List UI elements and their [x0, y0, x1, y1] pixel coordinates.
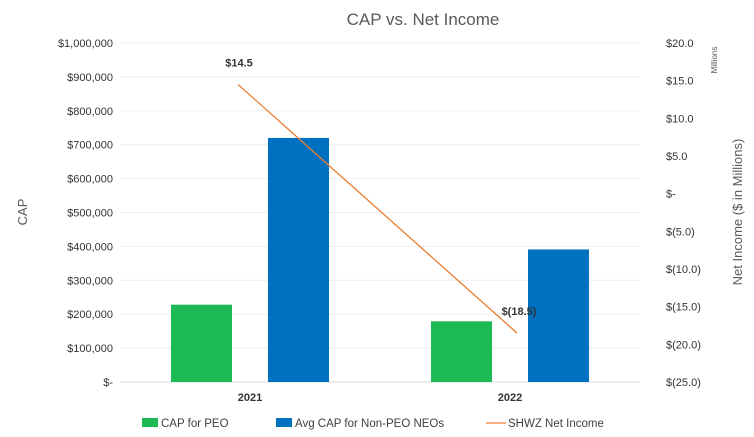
- legend-label: Avg CAP for Non-PEO NEOs: [295, 418, 444, 430]
- bar: [528, 249, 589, 382]
- right-tick-label: $(20.0): [666, 339, 701, 351]
- legend-label: SHWZ Net Income: [508, 418, 604, 430]
- right-tick-label: $20.0: [666, 38, 694, 50]
- right-tick-label: $(25.0): [666, 377, 701, 389]
- right-tick-label: $(10.0): [666, 264, 701, 276]
- data-label: $14.5: [225, 57, 253, 69]
- left-tick-label: $300,000: [67, 275, 113, 287]
- right-tick-label: $10.0: [666, 113, 694, 125]
- right-axis-title: Net Income ($ in Millions): [730, 139, 745, 286]
- right-axis-units: Millions: [710, 47, 719, 74]
- right-tick-label: $-: [666, 189, 676, 201]
- category-label: 2021: [238, 392, 262, 404]
- right-tick-label: $(15.0): [666, 302, 701, 314]
- chart-title: CAP vs. Net Income: [347, 10, 500, 29]
- right-tick-label: $5.0: [666, 151, 687, 163]
- left-tick-label: $600,000: [67, 174, 113, 186]
- left-tick-label: $100,000: [67, 343, 113, 355]
- right-tick-label: $15.0: [666, 76, 694, 88]
- bar-series: [171, 137, 589, 382]
- left-tick-label: $800,000: [67, 106, 113, 118]
- left-tick-label: $700,000: [67, 140, 113, 152]
- bar: [431, 321, 492, 382]
- left-axis-title: CAP: [15, 199, 30, 226]
- category-labels: 2021 2022: [238, 392, 522, 404]
- left-axis-ticks: $- $100,000 $200,000 $300,000 $400,000 $500,0…: [58, 38, 113, 389]
- category-label: 2022: [498, 392, 522, 404]
- net-income-line: [237, 83, 518, 334]
- left-tick-label: $1,000,000: [58, 38, 113, 50]
- bar: [171, 304, 232, 382]
- legend: CAP for PEO Avg CAP for Non-PEO NEOs SHWZ …: [142, 418, 604, 430]
- left-tick-label: $500,000: [67, 208, 113, 220]
- legend-swatch: [142, 418, 158, 427]
- data-label: $(18.5): [502, 306, 537, 318]
- right-axis-ticks: $20.0 $15.0 $10.0 $5.0 $- $(5.0) $(10.0) $(15.0…: [666, 38, 701, 389]
- line-series: $14.5 $(18.5): [225, 57, 537, 334]
- bar: [268, 137, 329, 382]
- left-tick-label: $900,000: [67, 72, 113, 84]
- left-tick-label: $-: [103, 377, 113, 389]
- legend-label: CAP for PEO: [161, 418, 229, 430]
- legend-swatch: [276, 418, 292, 427]
- left-tick-label: $200,000: [67, 309, 113, 321]
- left-tick-label: $400,000: [67, 241, 113, 253]
- right-tick-label: $(5.0): [666, 226, 695, 238]
